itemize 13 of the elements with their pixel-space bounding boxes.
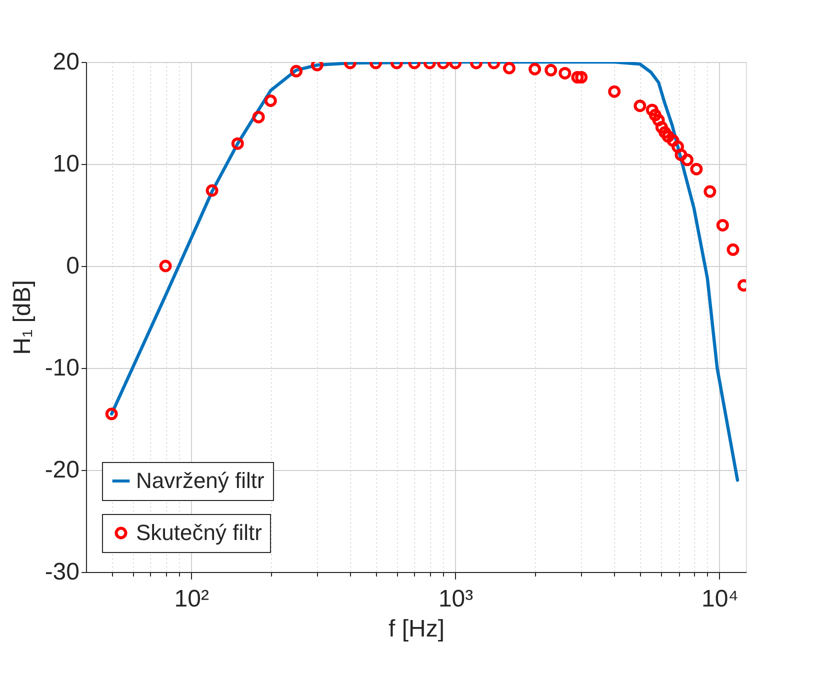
legend-label: Navržený filtr (136, 468, 264, 493)
y-tick-label: -20 (44, 456, 80, 484)
x-tick-label: 10³ (438, 586, 474, 612)
y-tick-label: -30 (44, 558, 80, 586)
y-axis-title: H₁ [dB] (8, 280, 36, 355)
y-tick-label: 10 (52, 150, 80, 178)
legend-label: Skutečný filtr (136, 520, 262, 545)
x-tick-label: 10⁴ (701, 586, 738, 612)
x-axis-title: f [Hz] (388, 616, 445, 642)
y-tick-label: -10 (44, 354, 80, 382)
y-tick-label: 0 (66, 252, 80, 280)
x-tick-label: 10² (174, 586, 209, 612)
y-tick-label: 20 (52, 48, 80, 76)
